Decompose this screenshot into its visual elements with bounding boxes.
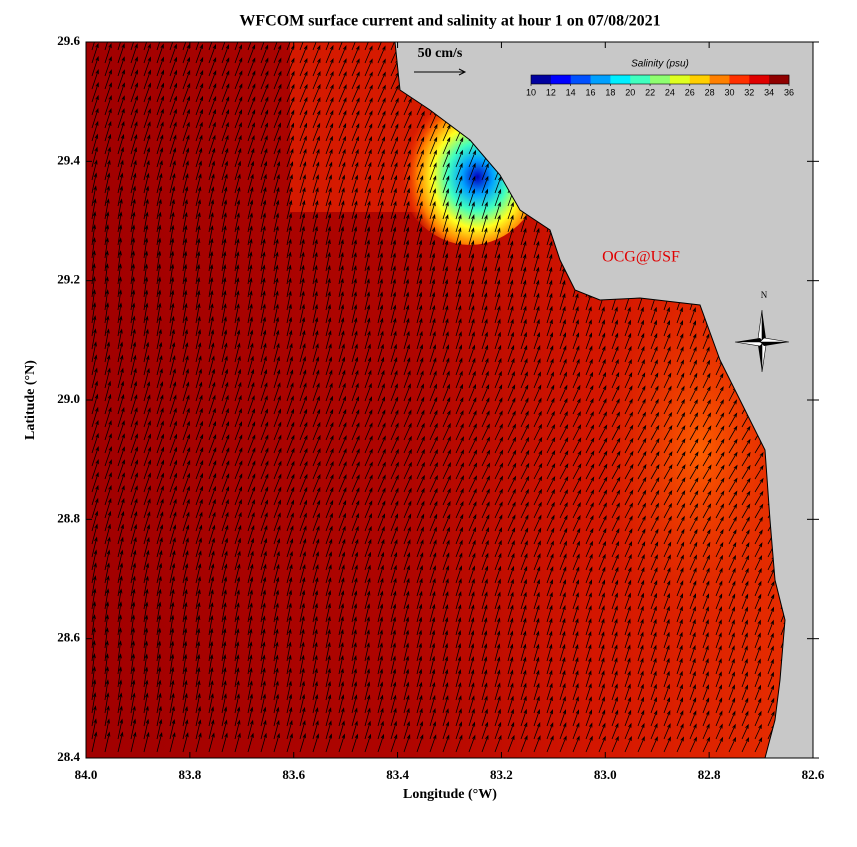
y-tick-label: 28.6 bbox=[57, 630, 80, 645]
compass: N bbox=[734, 290, 790, 373]
y-tick-label: 29.6 bbox=[57, 33, 80, 48]
y-axis-label: Latitude (°N) bbox=[23, 360, 38, 440]
colorbar-tick-label: 30 bbox=[724, 87, 734, 97]
colorbar-tick-label: 28 bbox=[705, 87, 715, 97]
colorbar-swatch bbox=[650, 75, 671, 84]
x-tick-label: 82.8 bbox=[698, 767, 721, 782]
colorbar-swatch bbox=[630, 75, 651, 84]
colorbar-tick-label: 14 bbox=[566, 87, 576, 97]
colorbar-swatch bbox=[590, 75, 611, 84]
compass-arm bbox=[758, 341, 762, 372]
y-tick-label: 29.0 bbox=[57, 391, 80, 406]
x-tick-label: 84.0 bbox=[75, 767, 98, 782]
colorbar: 10 12 14 16 18 20 22 24 26 28 30 32 34 36 bbox=[526, 74, 794, 97]
x-tick-label: 83.0 bbox=[594, 767, 617, 782]
compass-label: N bbox=[761, 290, 768, 300]
colorbar-swatch bbox=[749, 75, 770, 84]
scale-arrow-head bbox=[458, 68, 467, 76]
x-tick-label: 83.4 bbox=[386, 767, 409, 782]
colorbar-swatch bbox=[531, 75, 552, 84]
x-tick-label: 83.6 bbox=[282, 767, 305, 782]
colorbar-swatch bbox=[709, 75, 730, 84]
x-tick-label: 83.8 bbox=[178, 767, 201, 782]
colorbar-tick-label: 22 bbox=[645, 87, 655, 97]
colorbar-tick-label: 32 bbox=[744, 87, 754, 97]
colorbar-swatch bbox=[550, 75, 571, 84]
y-tick-label: 28.8 bbox=[57, 510, 80, 525]
colorbar-swatch bbox=[570, 75, 591, 84]
colorbar-tick-label: 12 bbox=[546, 87, 556, 97]
y-tick-label: 28.4 bbox=[57, 749, 80, 764]
colorbar-frame bbox=[530, 74, 790, 85]
title: WFCOM surface current and salinity at ho… bbox=[239, 13, 660, 30]
colorbar-tick-label: 18 bbox=[605, 87, 615, 97]
current-vectors bbox=[91, 42, 785, 753]
credit: OCG@USF bbox=[602, 249, 680, 266]
colorbar-tick-label: 16 bbox=[586, 87, 596, 97]
y-tick-label: 29.4 bbox=[57, 152, 80, 167]
colorbar-swatch bbox=[729, 75, 750, 84]
compass-arm bbox=[762, 310, 766, 343]
compass-arm bbox=[759, 337, 790, 343]
coastline bbox=[394, 41, 786, 759]
colorbar-swatch bbox=[669, 75, 691, 84]
compass-arm bbox=[760, 342, 789, 346]
compass-arm bbox=[735, 338, 764, 342]
colorbar-swatch bbox=[610, 75, 631, 84]
x-tick-label: 82.6 bbox=[802, 767, 825, 782]
scale-arrow-label: 50 cm/s bbox=[418, 46, 463, 61]
colorbar-tick-label: 24 bbox=[665, 87, 675, 97]
colorbar-tick-label: 34 bbox=[764, 87, 774, 97]
colorbar-tick-label: 10 bbox=[526, 87, 536, 97]
colorbar-tick-label: 36 bbox=[784, 87, 794, 97]
colorbar-swatch bbox=[769, 75, 790, 84]
colorbar-label: Salinity (psu) bbox=[631, 59, 689, 70]
y-tick-label: 29.2 bbox=[57, 272, 80, 287]
colorbar-tick-label: 20 bbox=[625, 87, 635, 97]
x-axis-label: Longitude (°W) bbox=[403, 787, 497, 802]
colorbar-swatch bbox=[689, 75, 710, 84]
x-tick-label: 83.2 bbox=[490, 767, 513, 782]
colorbar-tick-label: 26 bbox=[685, 87, 695, 97]
